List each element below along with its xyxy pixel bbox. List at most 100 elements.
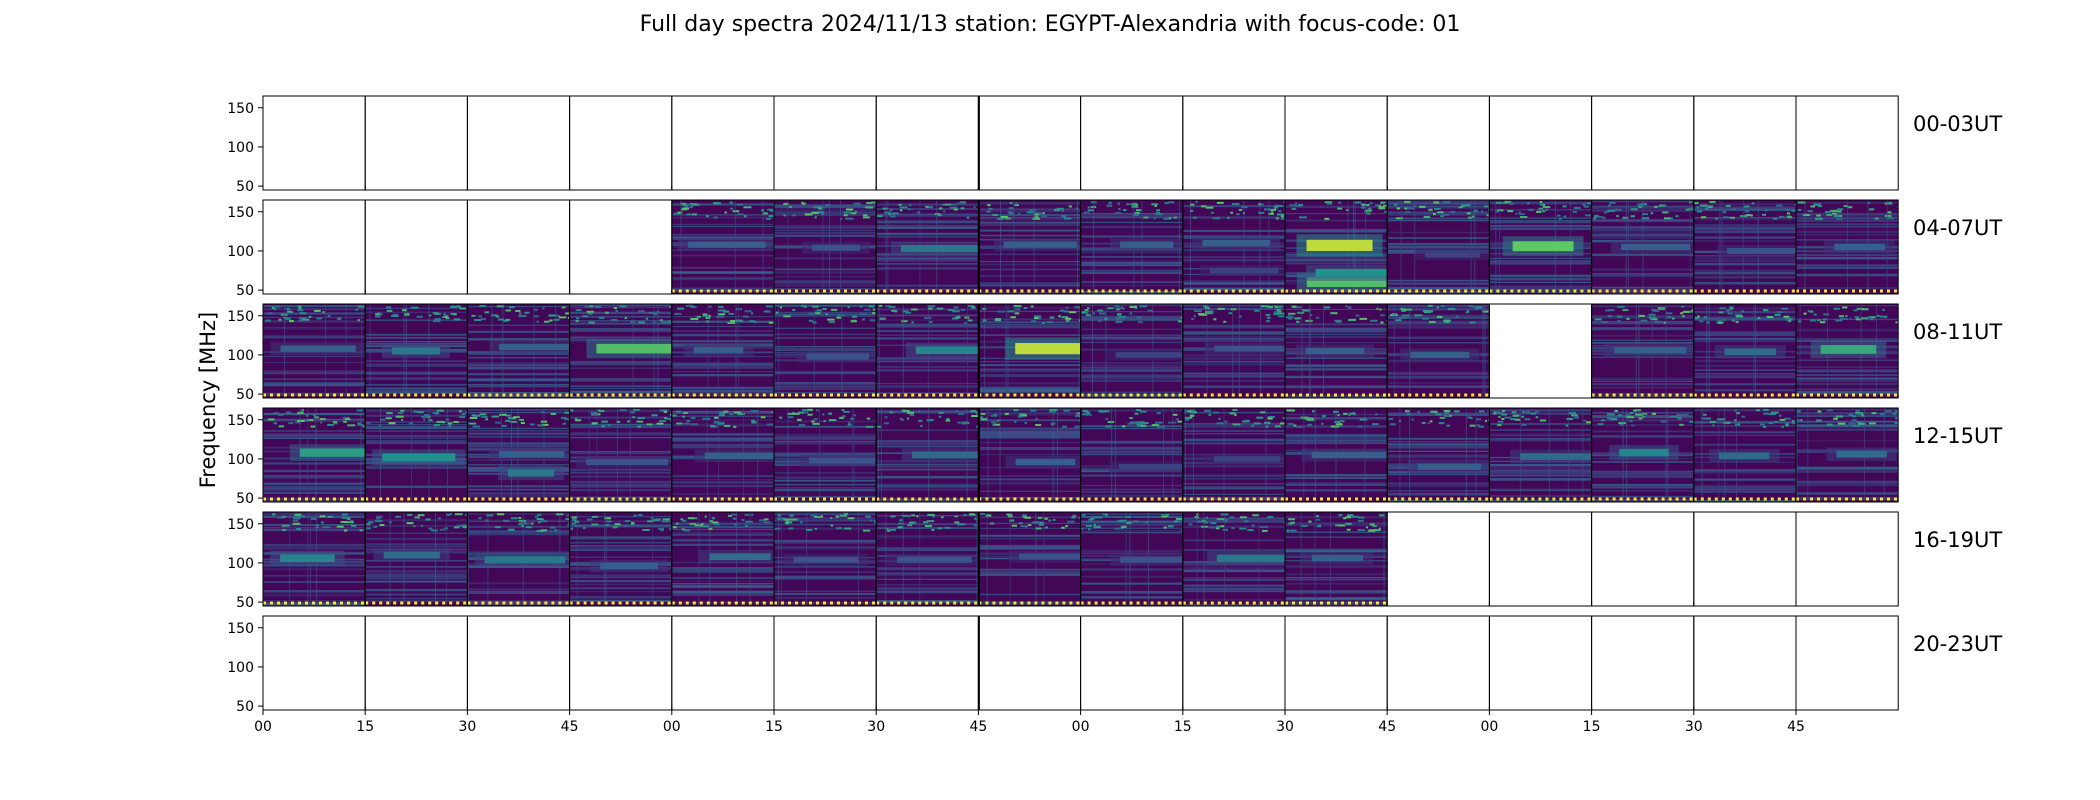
spectra-row: 150 100 50 20-23UT <box>227 615 2002 715</box>
spectrum-cell <box>1489 200 1594 294</box>
spectrum-cell <box>1387 200 1492 294</box>
x-tick-label: 30 <box>458 719 476 735</box>
cell-frame <box>569 615 673 711</box>
y-tick-label: 150 <box>227 621 254 637</box>
spectrum-cell <box>1182 304 1305 398</box>
spectrum-cell <box>774 200 882 294</box>
spectrum-cell <box>671 200 778 294</box>
spectrum-cell <box>1796 200 1899 294</box>
y-tick-label: 50 <box>236 387 254 403</box>
row-label: 16-19UT <box>1913 528 2002 552</box>
spectrum-cell <box>1182 512 1296 606</box>
y-tick-label: 50 <box>236 595 254 611</box>
row-label: 04-07UT <box>1913 216 2002 240</box>
spectrum-cell <box>774 304 880 398</box>
cell-frame <box>1488 95 1593 191</box>
cell-frame <box>1795 303 1899 399</box>
x-tick-label: 30 <box>1276 719 1294 735</box>
cell-frame <box>1284 615 1388 711</box>
y-tick-label: 50 <box>236 491 254 507</box>
spectrum-cell <box>1285 304 1392 398</box>
cell-frame <box>1488 303 1593 399</box>
spectrum-cell <box>1285 200 1401 294</box>
chart-title: Full day spectra 2024/11/13 station: EGY… <box>639 12 1461 37</box>
cell-frame <box>569 95 673 191</box>
y-tick-label: 100 <box>227 556 254 572</box>
cell-frame <box>1795 199 1899 295</box>
spectrum-cell <box>1387 408 1494 502</box>
x-tick-label: 00 <box>1072 719 1090 735</box>
cell-frame <box>1080 95 1184 191</box>
spectrum-cell <box>671 408 784 502</box>
spectrum-cell <box>671 512 781 606</box>
cell-frame <box>671 615 775 711</box>
cell-frame <box>466 199 571 295</box>
x-tick-label: 15 <box>765 719 783 735</box>
cell-frame <box>1182 615 1286 711</box>
x-tick-label: 15 <box>1174 719 1192 735</box>
cell-frame <box>1386 615 1490 711</box>
spectrum-cell <box>1591 200 1701 294</box>
row-label: 12-15UT <box>1913 424 2002 448</box>
y-tick-label: 100 <box>227 140 254 156</box>
spectrum-cell <box>1489 408 1603 502</box>
y-tick-label: 150 <box>227 205 254 221</box>
cell-frame <box>364 199 468 295</box>
spectrum-cell <box>263 512 366 606</box>
spectrum-cell <box>774 408 888 502</box>
spectrum-cell <box>1693 200 1819 294</box>
spectrum-cell <box>1080 200 1184 294</box>
spectrum-cell <box>1182 408 1291 502</box>
cell-frame <box>875 95 979 191</box>
cell-frame <box>1591 511 1695 607</box>
x-tick-label: 30 <box>867 719 885 735</box>
spectrum-cell <box>774 512 883 606</box>
spectra-row: 150 100 50 00-03UT <box>227 95 2002 195</box>
spectrum-cell <box>876 512 983 606</box>
x-tick-label: 45 <box>561 719 579 735</box>
cell-frame <box>364 615 468 711</box>
y-tick-label: 150 <box>227 413 254 429</box>
spectrum-cell <box>978 200 1087 294</box>
row-label: 20-23UT <box>1913 632 2002 656</box>
x-tick-label: 30 <box>1685 719 1703 735</box>
cell-frame <box>1795 95 1899 191</box>
cell-frame <box>1591 615 1695 711</box>
y-tick-label: 150 <box>227 309 254 325</box>
cell-frame <box>1591 95 1695 191</box>
y-tick-label: 50 <box>236 179 254 195</box>
cell-frame <box>569 199 673 295</box>
spectrum-cell <box>569 512 675 606</box>
cell-frame <box>1795 511 1899 607</box>
x-tick-label: 45 <box>1787 719 1805 735</box>
cell-frame <box>364 95 468 191</box>
spectrum-cell <box>263 304 366 398</box>
spectrum-cell <box>1285 512 1388 606</box>
spectrum-cell <box>978 512 1105 606</box>
y-tick-label: 50 <box>236 283 254 299</box>
spectrum-cell <box>365 304 468 398</box>
spectrum-cell <box>1693 408 1799 502</box>
cell-frame <box>773 615 877 711</box>
spectrum-cell <box>569 304 683 398</box>
cell-frame <box>466 95 571 191</box>
cell-frame <box>262 95 366 191</box>
cell-frame <box>262 615 366 711</box>
spectrum-cell <box>467 408 578 502</box>
spectra-row: 150 100 50 16-19UT <box>227 511 2002 611</box>
spectrum-cell <box>365 512 469 606</box>
y-tick-label: 100 <box>227 660 254 676</box>
cell-frame <box>1182 95 1286 191</box>
cell-frame <box>977 95 1082 191</box>
spectrum-cell <box>569 408 678 502</box>
spectra-row: 150 100 50 12-15UT <box>227 407 2002 507</box>
cell-frame <box>875 615 979 711</box>
spectrum-cell <box>1591 408 1697 502</box>
row-label: 08-11UT <box>1913 320 2002 344</box>
cell-frame <box>1795 407 1899 503</box>
row-label: 00-03UT <box>1913 112 2002 136</box>
x-tick-label: 00 <box>663 719 681 735</box>
y-tick-label: 100 <box>227 348 254 364</box>
